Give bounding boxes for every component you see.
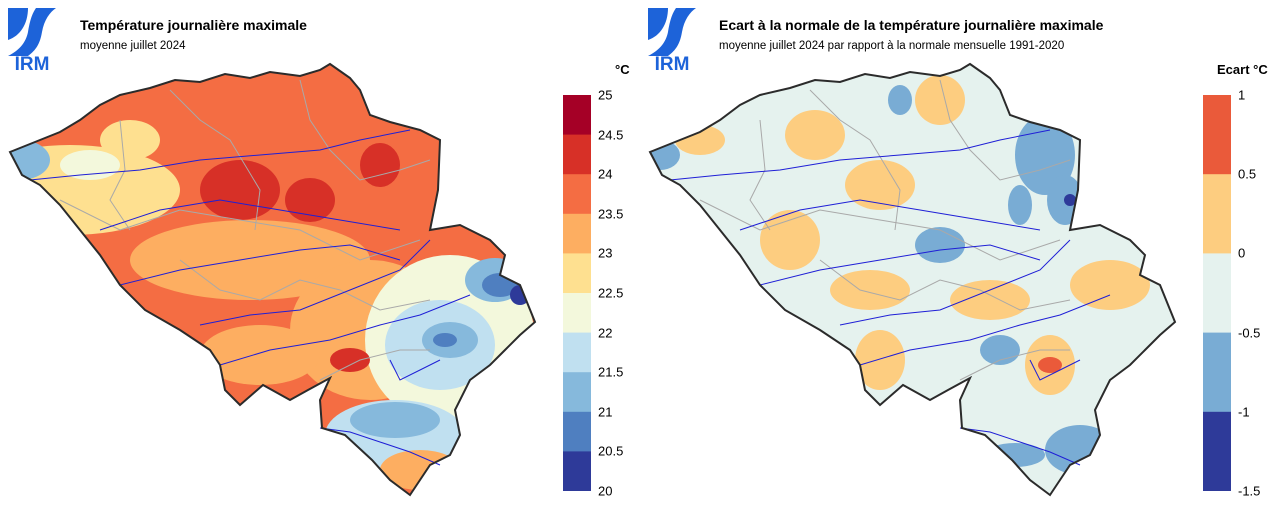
legend-tick-label: 1	[1238, 87, 1246, 103]
colorbar-step	[563, 95, 591, 136]
legend-tick-label: 24.5	[598, 127, 624, 143]
legend-tick-label: 22.5	[598, 285, 624, 301]
map-title: Ecart à la normale de la température jou…	[719, 17, 1104, 33]
panel-temperature-max: IRM Température journalière maximale moy…	[8, 8, 630, 499]
legend-tick-label: 20.5	[598, 443, 624, 459]
svg-text:IRM: IRM	[655, 54, 690, 72]
colorbar-step	[1203, 411, 1231, 491]
anomaly-colorbar	[1203, 95, 1231, 491]
colorbar-step	[563, 213, 591, 254]
legend-tick-label: 25	[598, 87, 613, 103]
legend-tick-label: 23.5	[598, 206, 624, 222]
colorbar-step	[1203, 253, 1231, 334]
map-title: Température journalière maximale	[80, 17, 307, 33]
legend-tick-label: -1	[1238, 404, 1250, 420]
legend-unit: °C	[615, 62, 630, 77]
legend-tick-label: -1.5	[1238, 483, 1261, 499]
colorbar-step	[563, 332, 591, 373]
colorbar-step	[563, 372, 591, 413]
belgium-anomaly-map	[649, 63, 1176, 496]
colorbar-step	[563, 411, 591, 452]
legend-tick-label: 22	[598, 325, 613, 341]
legend-tick-label: 24	[598, 166, 613, 182]
colorbar-step	[1203, 174, 1231, 254]
legend-tick-label: 21	[598, 404, 613, 420]
colorbar-step	[563, 134, 591, 175]
legend-unit: Ecart °C	[1217, 62, 1268, 77]
irm-logo: IRM	[648, 8, 696, 72]
colorbar-step	[563, 174, 591, 215]
svg-text:IRM: IRM	[15, 54, 50, 72]
panel-anomaly: IRM Ecart à la normale de la température…	[640, 0, 1280, 507]
irm-logo: IRM	[8, 8, 56, 72]
legend-tick-label: 20	[598, 483, 613, 499]
colorbar-step	[563, 451, 591, 491]
map-subtitle: moyenne juillet 2024	[80, 40, 186, 52]
legend-tick-label: 0.5	[1238, 166, 1257, 182]
belgium-temperature-map	[9, 63, 536, 496]
legend-tick-label: 0	[1238, 245, 1246, 261]
colorbar-step	[563, 253, 591, 294]
legend-tick-label: 21.5	[598, 364, 624, 380]
temperature-colorbar	[563, 95, 591, 491]
colorbar-step	[1203, 95, 1231, 175]
legend-tick-label: 23	[598, 245, 613, 261]
map-subtitle: moyenne juillet 2024 par rapport à la no…	[719, 40, 1065, 52]
colorbar-step	[1203, 332, 1231, 413]
legend-tick-label: -0.5	[1238, 325, 1261, 341]
colorbar-step	[563, 293, 591, 334]
